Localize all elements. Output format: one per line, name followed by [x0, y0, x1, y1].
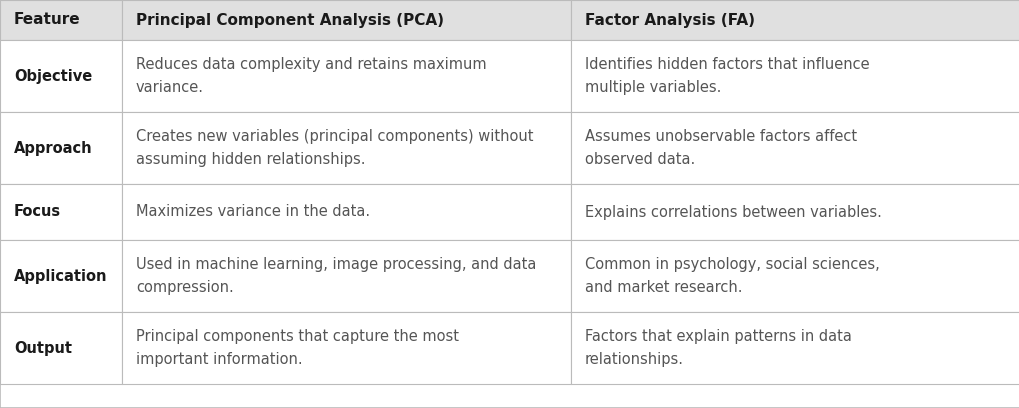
Text: Assumes unobservable factors affect: Assumes unobservable factors affect	[585, 129, 856, 144]
Text: assuming hidden relationships.: assuming hidden relationships.	[136, 152, 365, 167]
Text: Output: Output	[14, 341, 72, 355]
Text: Common in psychology, social sciences,: Common in psychology, social sciences,	[585, 257, 879, 272]
Bar	[571, 40, 1019, 112]
Bar	[0, 312, 122, 384]
Text: relationships.: relationships.	[585, 352, 684, 367]
Text: Principal Component Analysis (PCA): Principal Component Analysis (PCA)	[136, 13, 443, 27]
Bar	[122, 112, 571, 184]
Bar	[0, 40, 122, 112]
Text: Used in machine learning, image processing, and data: Used in machine learning, image processi…	[136, 257, 536, 272]
Bar	[122, 184, 571, 240]
Text: Objective: Objective	[14, 69, 92, 84]
Text: Principal components that capture the most: Principal components that capture the mo…	[136, 329, 459, 344]
Text: Maximizes variance in the data.: Maximizes variance in the data.	[136, 204, 370, 220]
Bar	[122, 312, 571, 384]
Text: multiple variables.: multiple variables.	[585, 80, 720, 95]
Bar	[0, 240, 122, 312]
Text: observed data.: observed data.	[585, 152, 695, 167]
Text: and market research.: and market research.	[585, 280, 742, 295]
Bar	[571, 0, 1019, 40]
Text: Creates new variables (principal components) without: Creates new variables (principal compone…	[136, 129, 533, 144]
Bar	[0, 184, 122, 240]
Text: Explains correlations between variables.: Explains correlations between variables.	[585, 204, 881, 220]
Text: Identifies hidden factors that influence: Identifies hidden factors that influence	[585, 57, 869, 72]
Bar	[571, 312, 1019, 384]
Text: important information.: important information.	[136, 352, 303, 367]
Bar	[122, 240, 571, 312]
Text: Application: Application	[14, 268, 107, 284]
Text: Focus: Focus	[14, 204, 61, 220]
Bar	[571, 240, 1019, 312]
Bar	[122, 40, 571, 112]
Text: compression.: compression.	[136, 280, 233, 295]
Bar	[571, 112, 1019, 184]
Text: Reduces data complexity and retains maximum: Reduces data complexity and retains maxi…	[136, 57, 486, 72]
Bar	[0, 0, 122, 40]
Bar	[122, 0, 571, 40]
Text: Approach: Approach	[14, 140, 93, 155]
Text: Feature: Feature	[14, 13, 81, 27]
Text: variance.: variance.	[136, 80, 204, 95]
Bar	[0, 112, 122, 184]
Bar	[571, 184, 1019, 240]
Text: Factors that explain patterns in data: Factors that explain patterns in data	[585, 329, 851, 344]
Text: Factor Analysis (FA): Factor Analysis (FA)	[585, 13, 754, 27]
